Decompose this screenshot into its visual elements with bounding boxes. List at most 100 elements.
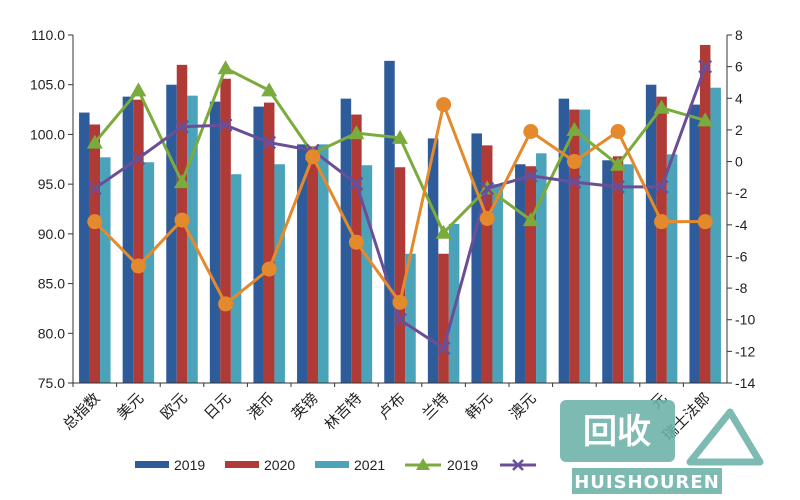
watermark-triangle bbox=[686, 408, 764, 466]
x-tick-label: 港币 bbox=[244, 389, 278, 423]
bar-2021-8 bbox=[448, 223, 460, 383]
watermark-main: 回收 bbox=[583, 412, 651, 452]
point-0-10 bbox=[522, 212, 539, 227]
bar-2019-8 bbox=[427, 138, 439, 383]
point-1-7 bbox=[393, 312, 407, 327]
point-2-8 bbox=[436, 97, 452, 113]
legend-marker-4 bbox=[512, 459, 524, 471]
y2-tick-label: -8 bbox=[735, 280, 748, 296]
bar-2020-11 bbox=[569, 109, 580, 384]
y2-tick-label: -12 bbox=[735, 343, 755, 359]
bar-2020-0 bbox=[89, 124, 101, 383]
point-0-13 bbox=[653, 99, 670, 114]
bar-2021-5 bbox=[318, 144, 329, 383]
bar-2021-1 bbox=[143, 162, 155, 383]
x-tick-label: 日元 bbox=[200, 389, 234, 423]
x-tick-label: 韩元 bbox=[462, 389, 496, 423]
bar-2020-8 bbox=[438, 253, 449, 383]
watermark-sub: HUISHOUREN bbox=[574, 472, 720, 493]
bar-2019-3 bbox=[209, 101, 221, 384]
bar-2021-13 bbox=[666, 154, 678, 383]
point-1-12 bbox=[611, 179, 625, 194]
point-0-6 bbox=[348, 125, 365, 140]
legend-label-3: 2019 bbox=[447, 457, 478, 473]
point-2-1 bbox=[130, 258, 146, 274]
y-tick-label: 85.0 bbox=[38, 276, 65, 292]
point-0-12 bbox=[610, 156, 626, 171]
watermark-sub-box bbox=[572, 468, 722, 494]
x-tick-label: 澳元 bbox=[506, 389, 540, 423]
y2-tick-label: -10 bbox=[735, 312, 755, 328]
y-tick-label: 80.0 bbox=[38, 325, 65, 341]
point-0-8 bbox=[435, 224, 452, 239]
point-1-13 bbox=[654, 179, 669, 194]
y2-tick-label: -6 bbox=[735, 248, 748, 264]
point-0-11 bbox=[566, 121, 583, 136]
y2-tick-label: 0 bbox=[735, 154, 743, 170]
bar-2019-5 bbox=[297, 144, 308, 383]
y-tick-label: 90.0 bbox=[38, 226, 65, 242]
legend-label-2: 2021 bbox=[354, 457, 385, 473]
point-2-3 bbox=[218, 296, 234, 312]
point-2-14 bbox=[697, 214, 713, 230]
point-1-11 bbox=[567, 175, 582, 189]
legend-marker-3 bbox=[416, 458, 430, 470]
point-0-0 bbox=[86, 134, 103, 149]
point-2-7 bbox=[392, 294, 408, 310]
bar-2021-11 bbox=[579, 109, 591, 384]
point-2-2 bbox=[174, 212, 190, 228]
point-0-14 bbox=[697, 112, 714, 127]
legend-label-0: 2019 bbox=[174, 457, 205, 473]
y2-tick-label: 8 bbox=[735, 27, 743, 43]
x-tick-label: 卢布 bbox=[375, 389, 409, 423]
x-tick-label: 总指数 bbox=[59, 389, 104, 434]
bar-2019-9 bbox=[471, 133, 482, 383]
bar-2019-10 bbox=[515, 164, 526, 383]
watermark-logo: 回收 HUISHOUREN bbox=[560, 400, 764, 494]
bar-2020-13 bbox=[656, 96, 667, 383]
bar-2021-4 bbox=[274, 164, 285, 383]
point-1-6 bbox=[349, 176, 364, 191]
bar-2019-4 bbox=[253, 106, 264, 384]
bar-2021-6 bbox=[361, 165, 373, 383]
y-tick-label: 95.0 bbox=[38, 176, 65, 192]
bar-2020-3 bbox=[220, 78, 231, 384]
bar-2019-7 bbox=[384, 60, 395, 383]
legend: 2019 2020 2021 2019 bbox=[135, 457, 536, 473]
bar-2020-5 bbox=[307, 146, 319, 383]
bar-2021-14 bbox=[710, 87, 721, 383]
bar-2020-12 bbox=[612, 156, 624, 383]
legend-swatch-1 bbox=[225, 461, 259, 468]
bar-2021-10 bbox=[536, 153, 547, 383]
bar-2020-7 bbox=[394, 167, 406, 383]
y2-tick-label: 2 bbox=[735, 122, 743, 138]
y-tick-label: 105.0 bbox=[30, 77, 65, 93]
watermark-box bbox=[560, 400, 675, 462]
y-tick-label: 100.0 bbox=[30, 126, 65, 142]
x-tick-label: 林吉特 bbox=[321, 389, 366, 434]
bar-2019-2 bbox=[166, 84, 177, 383]
bar-2019-1 bbox=[122, 96, 134, 383]
point-2-11 bbox=[566, 154, 582, 170]
bar-2019-6 bbox=[340, 98, 352, 384]
bar-2019-12 bbox=[602, 160, 613, 383]
legend-swatch-0 bbox=[135, 461, 169, 468]
bar-2021-7 bbox=[405, 253, 416, 383]
point-2-13 bbox=[654, 214, 670, 230]
point-2-9 bbox=[479, 210, 495, 226]
legend-label-1: 2020 bbox=[264, 457, 295, 473]
bar-2020-4 bbox=[263, 102, 275, 384]
y2-tick-label: 4 bbox=[735, 90, 743, 106]
bar-2020-10 bbox=[525, 166, 537, 383]
point-1-8 bbox=[436, 341, 451, 356]
point-2-12 bbox=[610, 123, 626, 139]
bar-2020-9 bbox=[481, 145, 493, 383]
x-tick-label: 欧元 bbox=[157, 389, 191, 423]
bar-2021-0 bbox=[100, 157, 111, 383]
bar-2019-11 bbox=[558, 98, 570, 384]
y2-tick-label: 6 bbox=[735, 59, 743, 75]
y2-tick-label: -14 bbox=[735, 375, 755, 391]
point-2-0 bbox=[87, 214, 103, 230]
y-tick-label: 75.0 bbox=[38, 375, 65, 391]
point-0-7 bbox=[392, 129, 408, 144]
